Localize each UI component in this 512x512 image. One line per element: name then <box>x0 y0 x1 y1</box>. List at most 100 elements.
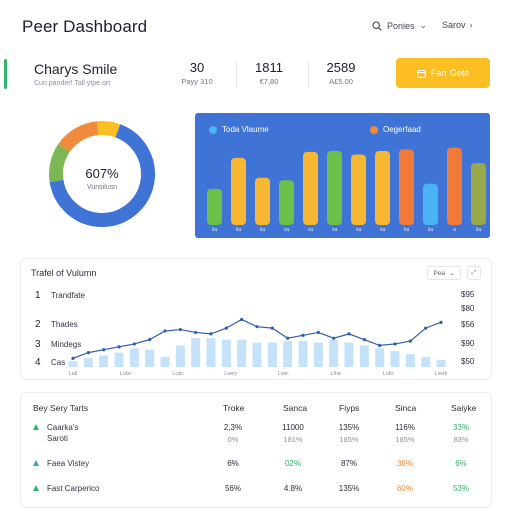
stat-2: 1811 €7,80 <box>244 60 294 86</box>
table-row[interactable]: Faea Vistey <box>33 459 89 468</box>
column-header: Saiyke <box>451 403 477 413</box>
trend-point-11 <box>240 317 244 322</box>
chevron-down-icon: ⌄ <box>449 270 455 277</box>
divider <box>236 62 237 88</box>
stat-value: 2589 <box>326 60 356 75</box>
trend-bar-12 <box>252 342 262 367</box>
trend-point-16 <box>316 330 320 335</box>
trend-point-24 <box>439 320 443 324</box>
rank-item: 1 Trandfate <box>35 290 85 301</box>
trend-point-5 <box>148 338 152 342</box>
bar-7 <box>375 151 390 225</box>
accent-bar <box>4 59 7 89</box>
trend-point-12 <box>255 325 259 329</box>
period-select[interactable]: Pea ⌄ <box>427 266 461 280</box>
bar-8 <box>399 149 414 225</box>
table-row[interactable]: Caarka's Saroti <box>33 423 78 443</box>
expand-button[interactable]: ⤢ <box>467 266 481 280</box>
bar-2 <box>255 177 270 225</box>
trend-bar-19 <box>359 345 369 367</box>
trend-bar-14 <box>283 341 293 367</box>
axis-value: $56 <box>461 320 475 329</box>
bar-tick-label: a <box>453 227 456 233</box>
trend-bar-1 <box>83 358 93 367</box>
rank-label: Mindegs <box>51 340 82 349</box>
stat-label: Payy 310 <box>181 77 213 86</box>
column-header: Fiyps <box>339 403 360 413</box>
trend-point-9 <box>209 332 213 336</box>
trend-point-20 <box>378 343 382 347</box>
table-subcell: 0% <box>227 435 239 444</box>
table-cell: 60% <box>396 484 413 493</box>
trend-point-21 <box>393 342 397 346</box>
trend-up-icon <box>33 460 39 466</box>
trend-bar-11 <box>237 339 247 367</box>
rank-item: 2 Thades <box>35 319 78 330</box>
table-cell: 36% <box>396 459 413 468</box>
trend-point-6 <box>163 329 167 333</box>
trend-point-4 <box>132 342 136 346</box>
bar-tick-label: va <box>284 227 290 233</box>
column-header: Sinca <box>395 403 417 413</box>
trend-bar-22 <box>405 354 415 367</box>
trend-point-7 <box>178 327 182 332</box>
trend-bar-0 <box>68 361 78 367</box>
trend-point-15 <box>301 333 305 337</box>
table-cell: 53% <box>452 484 469 493</box>
donut-center-value: 607% <box>85 166 119 181</box>
table-cell: 135% <box>338 423 360 432</box>
search-dropdown[interactable]: Ponies ⌄ <box>372 20 427 31</box>
legend-dot <box>370 125 378 134</box>
bar-tick-label: na <box>380 227 386 233</box>
donut-segment-1 <box>49 144 71 183</box>
donut-center: 607% Vunsilusn <box>30 166 174 191</box>
table-cell: 56% <box>224 484 241 493</box>
trend-bar-16 <box>313 342 323 367</box>
donut-segment-3 <box>97 121 121 138</box>
bar-tick-label: na <box>356 227 362 233</box>
user-menu[interactable]: Sarov › <box>442 20 473 30</box>
divider <box>308 62 309 88</box>
trend-point-22 <box>408 339 412 343</box>
stat-value: 1811 <box>255 60 283 75</box>
axis-value: $50 <box>461 357 475 366</box>
bar-9 <box>423 183 438 225</box>
donut-center-label: Vunsilusn <box>86 184 118 191</box>
table-subcell: 83% <box>453 435 469 444</box>
chevron-right-icon: › <box>469 20 473 30</box>
bar-tick-label: va <box>308 227 314 233</box>
trend-bar-4 <box>129 348 139 367</box>
rank-number: 2 <box>35 319 41 330</box>
legend-label: Toda Vlaume <box>222 125 269 134</box>
table-row[interactable]: Fast Carperico <box>33 484 99 493</box>
trend-point-3 <box>117 345 121 349</box>
bar-0 <box>207 188 222 225</box>
cta-button[interactable]: Farr Gete <box>396 58 490 88</box>
table-cell: 33% <box>452 423 469 432</box>
trend-bar-18 <box>344 342 354 367</box>
legend-item-2: Oegerfaad <box>370 125 421 134</box>
search-icon <box>372 20 382 31</box>
table-cell: 6% <box>455 459 467 468</box>
bar-chart: ka ka ka va va na na na ha ka a ka <box>207 147 486 233</box>
row-label: Fast Carperico <box>47 484 100 493</box>
bar-3 <box>279 180 294 225</box>
axis-value: $95 <box>461 290 475 299</box>
stat-1: 30 Payy 310 <box>172 60 222 86</box>
row-label: Faea Vistey <box>47 459 90 468</box>
trend-point-14 <box>286 336 290 340</box>
x-tick-label: Lutic <box>172 371 184 377</box>
x-tick-label: Lutic <box>383 371 395 377</box>
donut-segment-2 <box>58 121 99 153</box>
table-cell: 11000 <box>282 423 304 432</box>
bar-10 <box>447 147 462 225</box>
legend-label: Oegerfaad <box>383 125 421 134</box>
trend-bar-6 <box>160 356 170 367</box>
trend-up-icon <box>33 485 39 491</box>
expand-icon: ⤢ <box>471 269 477 276</box>
trend-point-23 <box>424 326 428 330</box>
table-cell: 116% <box>395 423 415 432</box>
rank-label: Trandfate <box>51 291 85 300</box>
x-tick-label: Lubc <box>120 371 132 377</box>
trend-point-10 <box>224 326 228 330</box>
